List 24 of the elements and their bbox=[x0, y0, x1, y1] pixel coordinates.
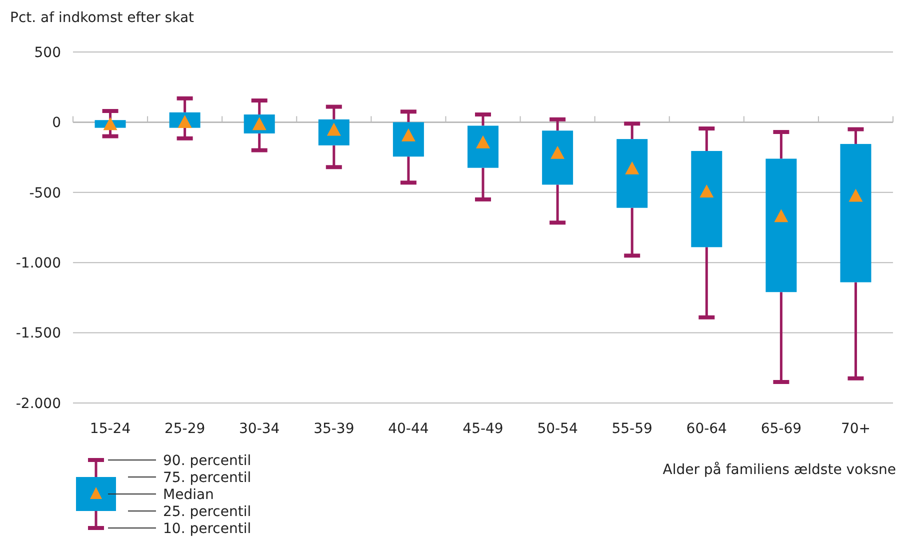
text: 75. percentil bbox=[163, 470, 252, 486]
x-tick-label: 55-59 bbox=[612, 421, 652, 437]
text: 90. percentil bbox=[163, 452, 252, 469]
x-tick-label: 60-64 bbox=[686, 421, 728, 437]
x-tick-label: 70+ bbox=[840, 421, 870, 437]
y-tick-label: -1.500 bbox=[16, 326, 61, 342]
x-tick-label: 45-49 bbox=[462, 421, 504, 437]
y-tick-label: -500 bbox=[29, 185, 61, 202]
x-axis-title: Alder på familiens ældste voksne bbox=[662, 461, 896, 478]
x-tick-label: 25-29 bbox=[164, 421, 206, 437]
y-tick-label: -2.000 bbox=[16, 396, 61, 412]
y-axis-title: Pct. af indkomst efter skat bbox=[10, 10, 195, 26]
text: 10. percentil bbox=[163, 520, 252, 537]
x-tick-label: 35-39 bbox=[314, 421, 354, 437]
y-tick-label: 500 bbox=[34, 44, 61, 61]
x-tick-label: 30-34 bbox=[239, 421, 280, 437]
x-tick-label: 65-69 bbox=[760, 421, 802, 437]
x-tick-label: 15-24 bbox=[90, 421, 131, 437]
y-tick-label: -1.000 bbox=[16, 256, 61, 272]
text: 25. percentil bbox=[163, 504, 252, 520]
y-tick-label: 0 bbox=[52, 115, 61, 132]
x-tick-label: 50-54 bbox=[537, 421, 578, 437]
x-tick-label: 40-44 bbox=[388, 421, 429, 437]
text: Median bbox=[163, 486, 214, 503]
